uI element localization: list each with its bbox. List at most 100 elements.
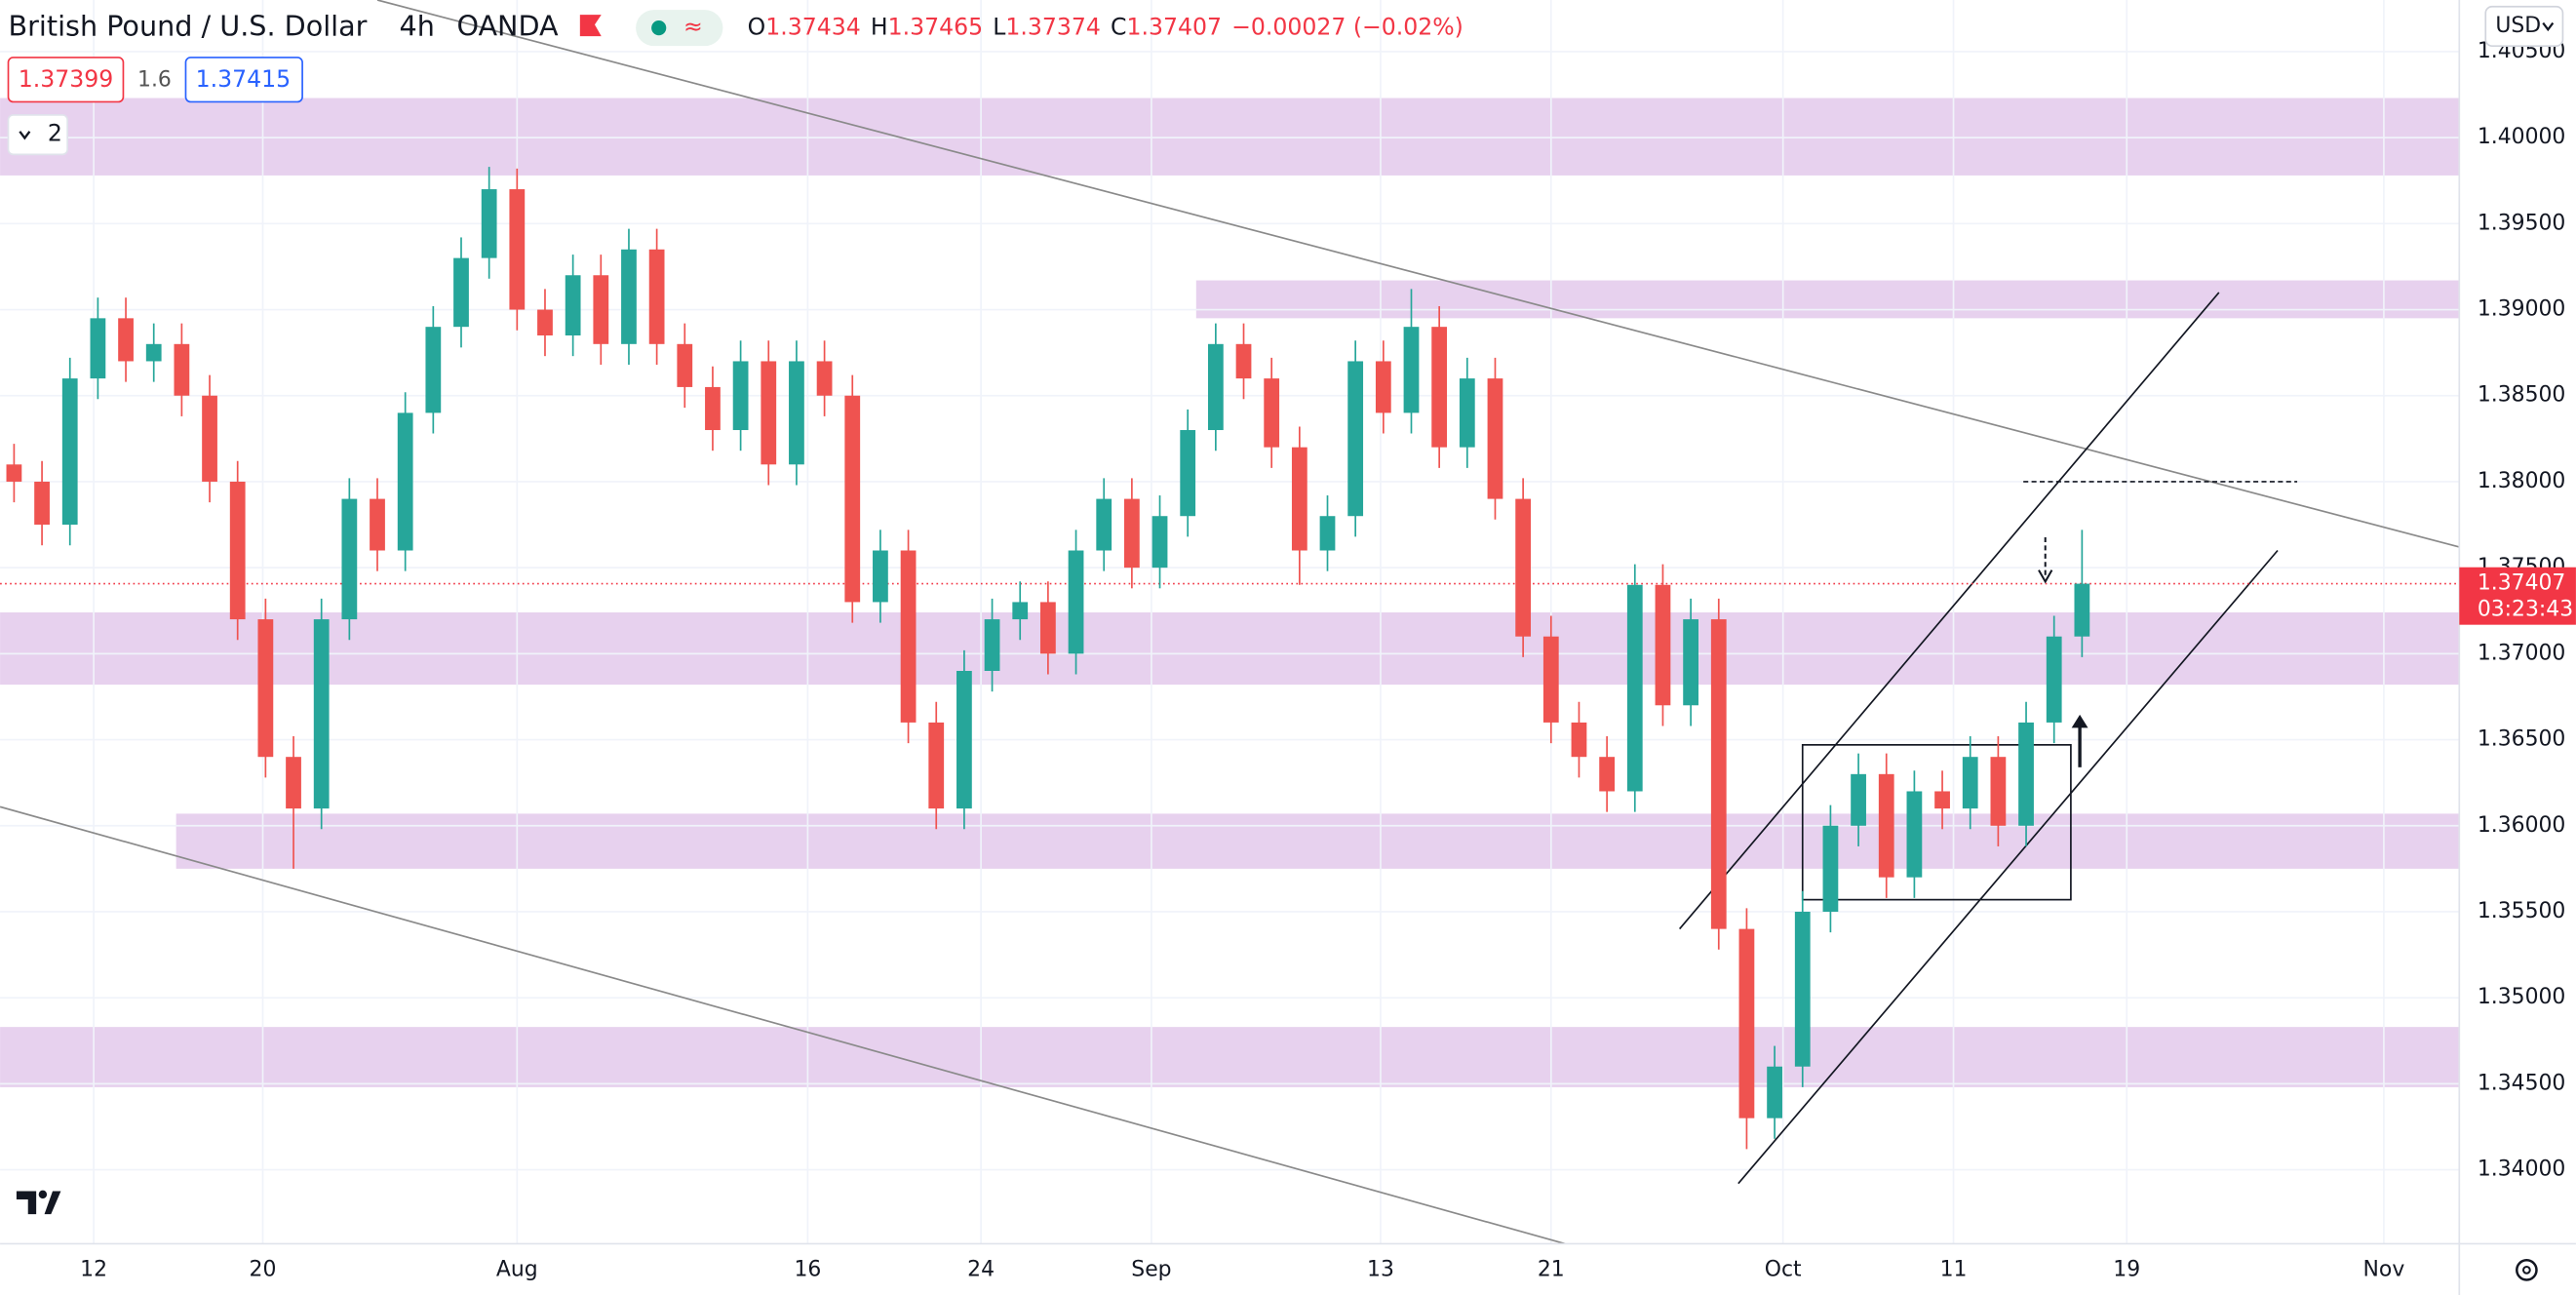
ohlc: O1.37434 H1.37465 L1.37374 C1.37407 −0.00027… — [748, 13, 1464, 40]
candle-body — [1291, 447, 1308, 551]
arrow-head — [2038, 569, 2053, 584]
last-price-box — [2459, 567, 2576, 625]
candle-body — [453, 257, 469, 328]
candle-body — [1319, 516, 1336, 551]
candle-body — [1571, 722, 1587, 758]
candles — [6, 167, 2090, 1150]
ask-box[interactable] — [184, 57, 303, 103]
candle-body — [1459, 378, 1475, 448]
zones — [0, 98, 2460, 1087]
candle-body — [1599, 757, 1616, 792]
candle-body — [621, 249, 637, 344]
y-tick-label: 1.38000 — [2478, 469, 2566, 493]
candle-body — [1542, 636, 1559, 723]
y-tick-label: 1.40000 — [2478, 125, 2566, 149]
candle-body — [705, 386, 721, 431]
candle-body — [761, 361, 777, 465]
candle-body — [2046, 636, 2062, 723]
candle-body — [202, 395, 217, 482]
y-tick-label: 1.34500 — [2478, 1071, 2566, 1095]
bid-box[interactable] — [7, 57, 125, 103]
candle-body — [1851, 773, 1866, 826]
candle-body — [61, 378, 78, 526]
drawings — [0, 0, 2460, 1245]
indicator-toggle[interactable] — [7, 114, 68, 156]
y-tick-label: 1.39000 — [2478, 297, 2566, 322]
arrow-head — [2071, 714, 2088, 728]
candle-body — [537, 309, 553, 335]
candle-body — [732, 361, 749, 431]
x-tick-label: 19 — [2113, 1257, 2140, 1281]
x-tick-label: 13 — [1367, 1257, 1394, 1281]
y-tick-label: 1.38500 — [2478, 383, 2566, 408]
candle-body — [2074, 583, 2090, 637]
range-box — [1801, 744, 2072, 901]
ohlc-key: C — [1111, 13, 1126, 40]
candle-body — [648, 249, 665, 344]
symbol: British Pound / U.S. Dollar — [9, 10, 368, 43]
x-tick-label: Aug — [496, 1257, 538, 1281]
status-pill[interactable] — [636, 10, 723, 47]
candle-body — [90, 318, 106, 379]
status-icon: ≈ — [683, 13, 703, 40]
y-tick-label: 1.37000 — [2478, 641, 2566, 665]
candle-body — [1683, 619, 1698, 706]
candle-body — [1040, 602, 1056, 654]
candle-body — [370, 498, 385, 551]
candle-body — [1906, 791, 1923, 878]
candle-body — [1487, 378, 1503, 499]
tick-labels: 1.34000 1.34500 1.35000 1.35500 1.36000 1.365… — [80, 39, 2565, 1281]
ask: 1.37415 — [196, 65, 292, 93]
candle-body — [1626, 584, 1643, 792]
candle-body — [789, 361, 804, 465]
y-tick-label: 1.39500 — [2478, 211, 2566, 235]
tv-logo[interactable] — [6, 1172, 66, 1233]
candle-body — [1151, 516, 1168, 569]
x-tick-label: 12 — [80, 1257, 107, 1281]
candle-body — [984, 619, 1000, 671]
candle-body — [1347, 361, 1364, 517]
x-tick-label: Oct — [1765, 1257, 1802, 1281]
x-tick-label: Nov — [2363, 1257, 2405, 1281]
candle-body — [1096, 498, 1112, 551]
candle-body — [1068, 550, 1084, 654]
y-tick-label: 1.36000 — [2478, 813, 2566, 838]
spread: 1.6 — [137, 68, 172, 93]
candle-body — [900, 550, 917, 723]
trend-line — [0, 805, 1566, 1245]
candle-body — [565, 275, 581, 335]
candle-body — [425, 327, 442, 413]
zone — [0, 1027, 2460, 1087]
x-tick-label: 24 — [967, 1257, 995, 1281]
candle-body — [1655, 584, 1671, 706]
flag-icon[interactable] — [579, 15, 602, 37]
x-tick-label: 21 — [1538, 1257, 1565, 1281]
candle-body — [34, 481, 50, 526]
candle-body — [286, 757, 301, 809]
candle-body — [1264, 378, 1280, 448]
time-axis — [0, 1243, 2576, 1295]
candle-body — [1180, 430, 1196, 517]
candle-body — [145, 343, 162, 362]
candle-body — [593, 275, 609, 344]
candle-body — [6, 464, 22, 482]
candle-body — [1738, 928, 1755, 1118]
candle-body — [1123, 498, 1140, 569]
ohlc-value: 1.37407 — [1126, 13, 1222, 40]
settings-icon[interactable] — [2516, 1259, 2538, 1281]
zone — [0, 98, 2460, 176]
trend-line — [1678, 292, 2220, 930]
currency: USD — [2495, 14, 2541, 38]
exchange: OANDA — [456, 10, 559, 43]
ohlc-key: L — [993, 13, 1006, 40]
candle-body — [341, 498, 358, 620]
candle-body — [118, 318, 134, 362]
gear — [2516, 1259, 2538, 1281]
currency-button[interactable] — [2484, 5, 2564, 48]
candle-body — [1878, 773, 1894, 878]
candle-body — [1767, 1066, 1782, 1118]
zone — [176, 813, 2460, 869]
